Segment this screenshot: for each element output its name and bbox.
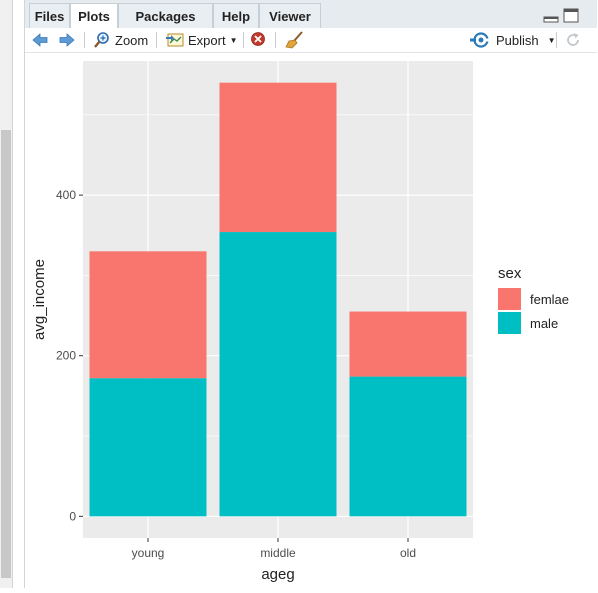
zoom-label: Zoom: [115, 32, 149, 48]
publish-button[interactable]: Publish ▼: [470, 31, 556, 49]
toolbar-separator: [156, 32, 157, 48]
stacked-bar-chart: 0 200 400 young middle old ageg avg_income sexf…: [31, 61, 569, 583]
bar-femlae-young: [89, 251, 207, 379]
y-axis-title: avg_income: [31, 259, 48, 340]
y-tick-label: 200: [56, 349, 76, 363]
dropdown-caret-icon: ▼: [547, 35, 556, 45]
bar-male-old: [349, 376, 467, 517]
broom-icon[interactable]: [285, 31, 305, 49]
tab-files[interactable]: Files: [29, 3, 70, 28]
minimize-pane-icon[interactable]: [543, 10, 559, 24]
remove-plot-icon[interactable]: [249, 31, 267, 49]
zoom-button[interactable]: Zoom: [93, 31, 148, 49]
forward-arrow-icon[interactable]: [58, 31, 76, 49]
legend-label: male: [530, 316, 558, 331]
plot-area: 0 200 400 young middle old ageg avg_income sex f…: [25, 53, 597, 588]
toolbar-separator: [556, 32, 557, 48]
publish-label: Publish: [496, 32, 539, 48]
tab-bar: Files Plots Packages Help Viewer: [25, 0, 597, 29]
publish-icon: [470, 32, 492, 48]
tab-viewer[interactable]: Viewer: [259, 3, 321, 28]
x-tick-label: middle: [260, 546, 296, 560]
legend-label: femlae: [530, 292, 569, 307]
left-pane-scrollbar[interactable]: [1, 130, 11, 578]
plots-pane: Files Plots Packages Help Viewer: [24, 0, 597, 588]
bar-male-young: [89, 378, 207, 517]
x-tick-label: young: [132, 546, 165, 560]
toolbar-separator: [275, 32, 276, 48]
tab-packages[interactable]: Packages: [118, 3, 213, 28]
back-arrow-icon[interactable]: [31, 31, 49, 49]
x-tick-label: old: [400, 546, 416, 560]
export-button[interactable]: Export ▼: [165, 31, 238, 49]
bar-male-middle: [219, 232, 337, 517]
legend-title: sex: [498, 265, 522, 282]
x-axis-title: ageg: [261, 566, 294, 583]
zoom-icon: [94, 32, 109, 48]
plots-toolbar: Zoom Export ▼: [25, 28, 597, 53]
bar-femlae-middle: [219, 82, 337, 233]
legend-key-femlae: [498, 288, 521, 310]
dropdown-caret-icon: ▼: [229, 35, 238, 45]
export-icon: [166, 33, 184, 47]
bar-femlae-old: [349, 311, 467, 377]
legend-key-male: [498, 312, 521, 334]
tab-plots[interactable]: Plots: [70, 3, 118, 29]
maximize-pane-icon[interactable]: [563, 8, 579, 24]
refresh-icon[interactable]: [564, 31, 582, 49]
toolbar-separator: [243, 32, 244, 48]
tab-help[interactable]: Help: [213, 3, 259, 28]
export-label: Export: [188, 32, 226, 48]
toolbar-separator: [84, 32, 85, 48]
y-tick-label: 0: [69, 509, 76, 523]
y-tick-label: 400: [56, 188, 76, 202]
